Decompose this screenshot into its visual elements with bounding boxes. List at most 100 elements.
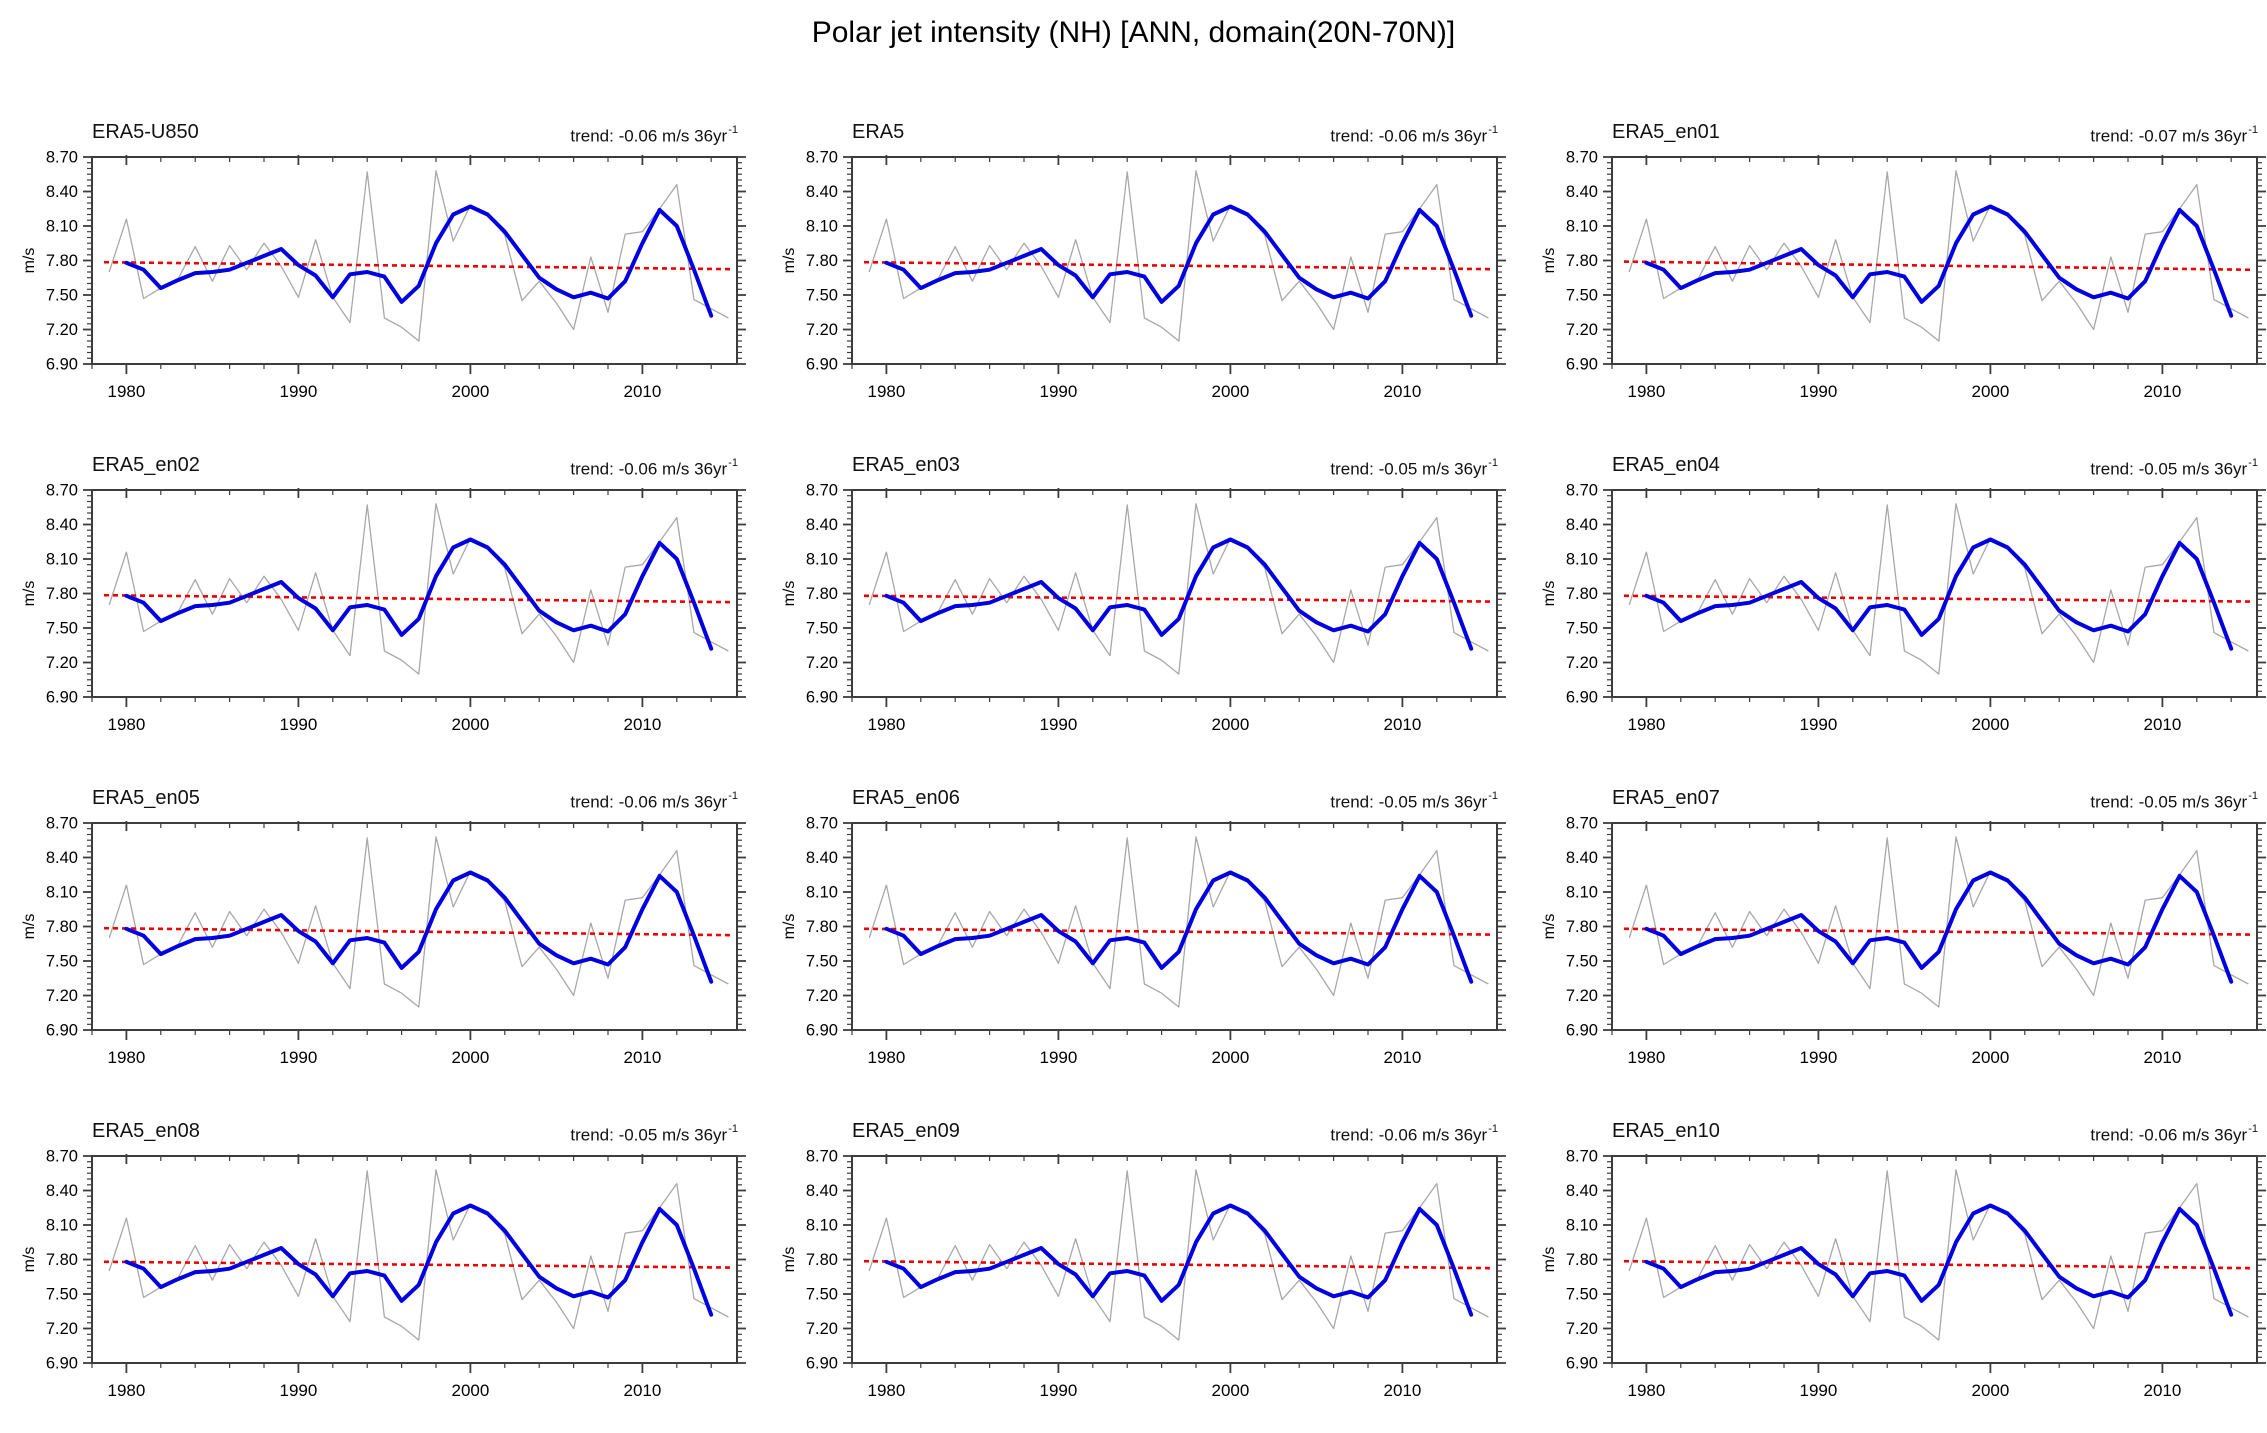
svg-text:7.80: 7.80	[46, 918, 78, 936]
svg-text:7.20: 7.20	[1566, 1320, 1598, 1338]
svg-text:7.20: 7.20	[1566, 654, 1598, 672]
svg-text:1980: 1980	[1627, 1381, 1665, 1400]
trend-exponent: -1	[2248, 457, 2258, 469]
panel-trend-label: trend: -0.06 m/s 36yr-1	[2090, 1123, 2258, 1146]
svg-text:1990: 1990	[1799, 715, 1837, 734]
svg-text:2010: 2010	[2143, 715, 2181, 734]
svg-text:7.50: 7.50	[1566, 620, 1598, 638]
svg-text:6.90: 6.90	[46, 689, 78, 707]
svg-text:7.20: 7.20	[1566, 987, 1598, 1005]
trend-text: trend: -0.06 m/s 36yr	[570, 792, 728, 812]
svg-text:2010: 2010	[623, 715, 661, 734]
panel-plot: 6.90 7.20 7.50 7.80 8.10 8.40 8.70 1980 1990 2000…	[781, 482, 1506, 734]
trend-exponent: -1	[728, 457, 738, 469]
svg-text:7.80: 7.80	[46, 585, 78, 603]
trend-exponent: -1	[2248, 124, 2258, 136]
y-axis-label: m/s	[1541, 248, 1558, 274]
panel-era5-en10: 6.90 7.20 7.50 7.80 8.10 8.40 8.70 1980 1990 2000…	[1520, 1099, 2267, 1432]
svg-text:7.50: 7.50	[1566, 287, 1598, 305]
panel-era5-en01: 6.90 7.20 7.50 7.80 8.10 8.40 8.70 1980 1990 2000…	[1520, 100, 2267, 433]
svg-text:8.40: 8.40	[806, 516, 838, 534]
svg-text:7.50: 7.50	[46, 1286, 78, 1304]
svg-text:8.10: 8.10	[46, 551, 78, 569]
panel-title: ERA5_en05	[92, 787, 200, 809]
svg-text:8.10: 8.10	[806, 884, 838, 902]
trend-text: trend: -0.06 m/s 36yr	[570, 459, 728, 479]
svg-text:2010: 2010	[2143, 1048, 2181, 1067]
svg-text:6.90: 6.90	[46, 1022, 78, 1040]
svg-text:7.80: 7.80	[806, 918, 838, 936]
svg-text:6.90: 6.90	[806, 1355, 838, 1373]
svg-text:1990: 1990	[1039, 1381, 1077, 1400]
svg-text:1980: 1980	[107, 715, 145, 734]
trend-text: trend: -0.05 m/s 36yr	[1330, 792, 1488, 812]
panel-trend-label: trend: -0.06 m/s 36yr-1	[570, 457, 738, 480]
trend-text: trend: -0.06 m/s 36yr	[2090, 1125, 2248, 1145]
svg-text:8.10: 8.10	[806, 218, 838, 236]
svg-text:2010: 2010	[623, 382, 661, 401]
svg-text:8.70: 8.70	[806, 482, 838, 500]
svg-text:8.40: 8.40	[46, 516, 78, 534]
svg-text:8.10: 8.10	[1566, 1217, 1598, 1235]
svg-text:7.20: 7.20	[46, 987, 78, 1005]
panel-plot: 6.90 7.20 7.50 7.80 8.10 8.40 8.70 1980 1990 2000…	[781, 815, 1506, 1067]
svg-text:2000: 2000	[1971, 715, 2009, 734]
svg-text:8.70: 8.70	[1566, 482, 1598, 500]
svg-text:8.70: 8.70	[46, 815, 78, 833]
panel-trend-label: trend: -0.05 m/s 36yr-1	[2090, 790, 2258, 813]
panel-title: ERA5_en06	[852, 787, 960, 809]
svg-text:8.40: 8.40	[46, 183, 78, 201]
svg-text:8.40: 8.40	[1566, 1182, 1598, 1200]
trend-text: trend: -0.05 m/s 36yr	[2090, 459, 2248, 479]
svg-text:8.40: 8.40	[1566, 516, 1598, 534]
svg-text:2010: 2010	[1383, 1381, 1421, 1400]
svg-text:6.90: 6.90	[46, 356, 78, 374]
panel-trend-label: trend: -0.07 m/s 36yr-1	[2090, 124, 2258, 147]
svg-text:7.50: 7.50	[46, 287, 78, 305]
svg-text:1980: 1980	[867, 1381, 905, 1400]
svg-text:7.80: 7.80	[1566, 585, 1598, 603]
svg-text:7.50: 7.50	[1566, 1286, 1598, 1304]
svg-text:1980: 1980	[107, 382, 145, 401]
svg-text:7.50: 7.50	[806, 287, 838, 305]
svg-text:8.10: 8.10	[46, 218, 78, 236]
panel-trend-label: trend: -0.05 m/s 36yr-1	[1330, 790, 1498, 813]
svg-text:1990: 1990	[1799, 1048, 1837, 1067]
panel-era5-en09: 6.90 7.20 7.50 7.80 8.10 8.40 8.70 1980 1990 2000…	[760, 1099, 1507, 1432]
panel-plot: 6.90 7.20 7.50 7.80 8.10 8.40 8.70 1980 1990 2000…	[21, 482, 746, 734]
svg-text:8.40: 8.40	[806, 1182, 838, 1200]
svg-text:7.80: 7.80	[806, 585, 838, 603]
trend-exponent: -1	[728, 124, 738, 136]
svg-text:2000: 2000	[451, 1048, 489, 1067]
panel-plot: 6.90 7.20 7.50 7.80 8.10 8.40 8.70 1980 1990 2000…	[21, 1148, 746, 1400]
y-axis-label: m/s	[21, 248, 38, 274]
svg-text:8.70: 8.70	[46, 1148, 78, 1166]
svg-text:8.40: 8.40	[1566, 849, 1598, 867]
panel-plot: 6.90 7.20 7.50 7.80 8.10 8.40 8.70 1980 1990 2000…	[1541, 1148, 2266, 1400]
svg-text:6.90: 6.90	[46, 1355, 78, 1373]
panel-plot: 6.90 7.20 7.50 7.80 8.10 8.40 8.70 1980 1990 2000…	[781, 1148, 1506, 1400]
panel-trend-label: trend: -0.05 m/s 36yr-1	[2090, 457, 2258, 480]
svg-text:2000: 2000	[451, 382, 489, 401]
svg-text:6.90: 6.90	[1566, 1355, 1598, 1373]
svg-text:6.90: 6.90	[806, 689, 838, 707]
y-axis-label: m/s	[1541, 581, 1558, 607]
svg-text:7.50: 7.50	[806, 953, 838, 971]
svg-text:8.70: 8.70	[806, 815, 838, 833]
svg-text:8.70: 8.70	[806, 1148, 838, 1166]
svg-text:8.70: 8.70	[46, 482, 78, 500]
svg-text:2010: 2010	[623, 1381, 661, 1400]
svg-text:8.10: 8.10	[1566, 884, 1598, 902]
y-axis-label: m/s	[21, 914, 38, 940]
svg-text:1990: 1990	[279, 382, 317, 401]
panel-title: ERA5	[852, 121, 905, 143]
trend-exponent: -1	[1488, 457, 1498, 469]
svg-text:1980: 1980	[867, 715, 905, 734]
svg-text:8.70: 8.70	[1566, 149, 1598, 167]
svg-text:6.90: 6.90	[1566, 689, 1598, 707]
svg-text:2000: 2000	[1211, 715, 1249, 734]
svg-text:1980: 1980	[1627, 382, 1665, 401]
svg-text:8.40: 8.40	[46, 849, 78, 867]
panel-era5-en03: 6.90 7.20 7.50 7.80 8.10 8.40 8.70 1980 1990 2000…	[760, 433, 1507, 766]
svg-text:2000: 2000	[451, 715, 489, 734]
